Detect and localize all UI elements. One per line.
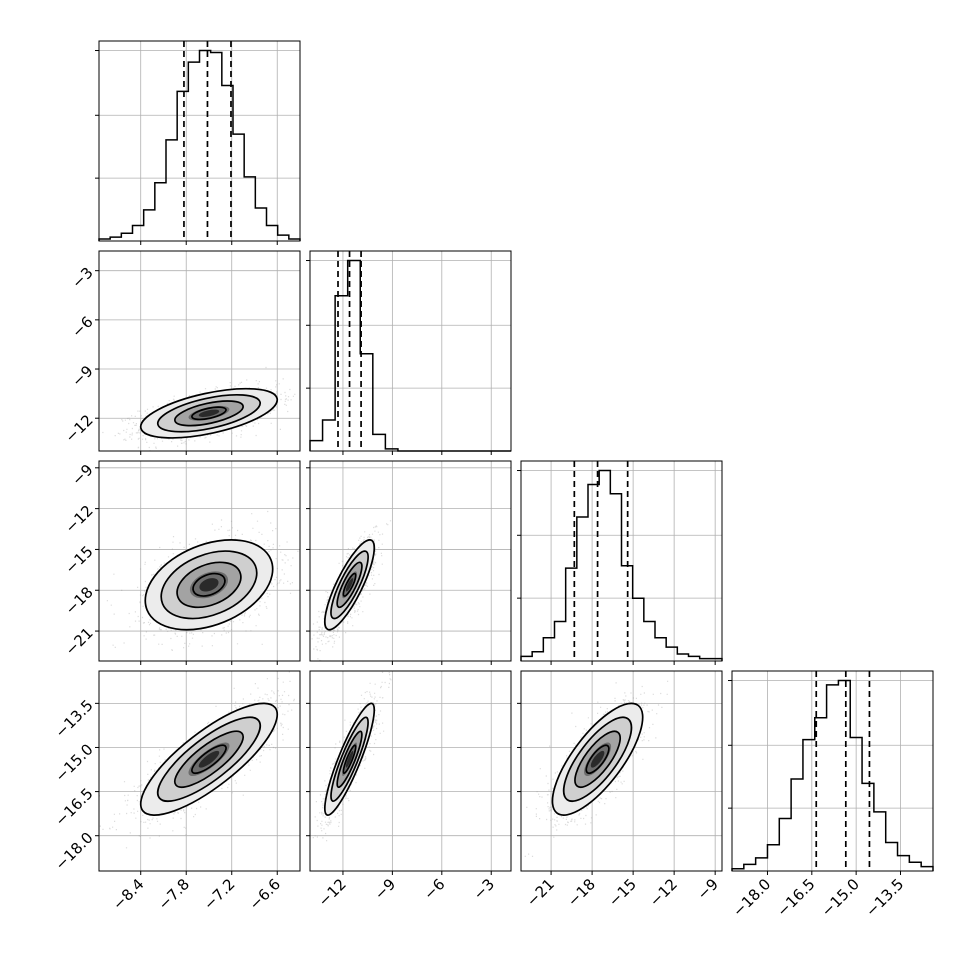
- contour-1: [160, 550, 258, 620]
- x-tick-label-3-1: −16.5: [773, 875, 818, 920]
- panel-frame: [98, 460, 301, 662]
- y-tick-label-1-3: −3: [68, 264, 96, 292]
- hist-panel-3: [728, 670, 934, 875]
- panel-frame: [309, 670, 512, 872]
- histogram-0: [98, 49, 301, 241]
- panel-content: [310, 671, 511, 871]
- scatter-panel-1-0: [95, 250, 301, 455]
- contour-2: [574, 730, 621, 789]
- contour-2: [336, 730, 363, 789]
- panel-content: [99, 251, 300, 451]
- panel-content: [521, 671, 722, 871]
- contour-0: [139, 702, 279, 816]
- x-tick-label-2-1: −18: [564, 875, 599, 910]
- panel-frame: [520, 670, 723, 872]
- contour-2: [173, 400, 244, 427]
- x-tick-label-0-1: −7.8: [155, 875, 193, 913]
- scatter-panel-3-2: [517, 670, 723, 875]
- contour-3: [191, 406, 227, 421]
- x-tick-label-3-0: −18.0: [729, 875, 774, 920]
- panel-frame: [98, 670, 301, 872]
- contour-1: [562, 716, 633, 802]
- scatter-panel-3-1: [306, 670, 512, 875]
- hist-frame-0: [98, 40, 301, 242]
- contour-1: [330, 716, 369, 802]
- scatter-panel-2-1: [306, 460, 512, 665]
- contour-3: [191, 744, 227, 775]
- x-tick-label-0-2: −7.2: [200, 875, 238, 913]
- density-level-4: [198, 750, 220, 768]
- scatter-panel-2-0: [95, 460, 301, 665]
- contour-2: [336, 561, 363, 609]
- contour-2: [176, 561, 242, 609]
- y-tick-label-2-0: −21: [62, 624, 97, 659]
- y-tick-label-2-3: −12: [62, 502, 97, 537]
- contour-2: [173, 730, 244, 789]
- x-tick-label-2-0: −21: [523, 875, 558, 910]
- panel-content: [99, 461, 300, 661]
- hist-frame-2: [520, 460, 723, 662]
- contour-0: [139, 387, 279, 439]
- hist-panel-0: [95, 40, 301, 245]
- y-tick-label-1-0: −12: [62, 411, 97, 446]
- x-tick-label-0-3: −6.6: [246, 875, 284, 913]
- density-level-4: [198, 409, 220, 417]
- contour-3: [585, 744, 610, 775]
- contour-3: [342, 572, 357, 597]
- contour-0: [144, 539, 274, 631]
- contour-1: [330, 550, 369, 620]
- y-tick-label-1-2: −6: [68, 313, 96, 341]
- panel-frame: [98, 250, 301, 452]
- contour-0: [323, 702, 376, 816]
- panel-frame: [309, 460, 512, 662]
- hist-frame-1: [309, 250, 512, 452]
- x-tick-label-2-3: −12: [646, 875, 681, 910]
- histogram-1: [309, 259, 511, 452]
- contour-3: [342, 744, 357, 775]
- y-tick-label-3-2: −15.0: [51, 740, 96, 785]
- hist-panel-2: [517, 460, 723, 665]
- x-tick-label-1-0: −12: [315, 875, 350, 910]
- x-tick-label-2-2: −15: [605, 875, 640, 910]
- x-tick-label-3-3: −13.5: [862, 875, 907, 920]
- panel-content: [99, 671, 300, 871]
- histogram-2: [520, 469, 723, 661]
- scatter-panel-3-0: [95, 670, 301, 875]
- hist-panel-1: [306, 250, 512, 455]
- x-tick-label-2-4: −9: [694, 875, 722, 903]
- density-level-4: [345, 578, 354, 592]
- contour-3: [192, 572, 226, 597]
- y-tick-label-2-2: −15: [62, 542, 97, 577]
- hist-frame-3: [731, 670, 934, 872]
- x-tick-label-0-0: −8.4: [109, 875, 147, 913]
- contour-0: [551, 702, 644, 816]
- y-tick-label-1-1: −9: [68, 362, 96, 390]
- density-level-4: [199, 578, 219, 592]
- x-tick-label-3-2: −15.0: [818, 875, 863, 920]
- y-tick-label-3-1: −16.5: [51, 785, 96, 830]
- panel-content: [310, 461, 511, 661]
- y-tick-label-3-0: −18.0: [51, 829, 96, 874]
- contour-1: [156, 394, 262, 433]
- x-tick-label-1-2: −6: [420, 875, 448, 903]
- x-tick-label-1-1: −9: [371, 875, 399, 903]
- density-level-4: [345, 750, 354, 768]
- y-tick-label-2-1: −18: [62, 583, 97, 618]
- histogram-3: [731, 679, 934, 871]
- x-tick-label-1-3: −3: [470, 875, 498, 903]
- contour-1: [156, 716, 262, 802]
- sample-points: [106, 510, 299, 651]
- y-tick-label-3-3: −13.5: [51, 696, 96, 741]
- density-level-4: [590, 750, 605, 768]
- y-tick-label-2-4: −9: [68, 461, 96, 489]
- contour-0: [323, 539, 376, 631]
